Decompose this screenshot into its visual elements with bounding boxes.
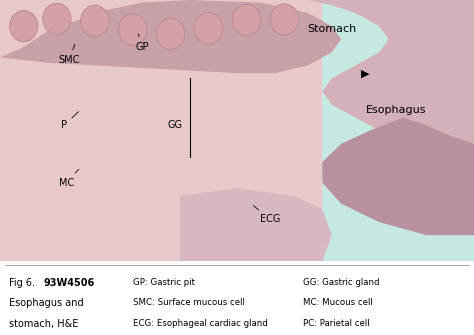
- Text: GG: GG: [168, 120, 183, 130]
- Text: MC: MC: [59, 169, 79, 188]
- Text: MC: Mucous cell: MC: Mucous cell: [303, 298, 373, 307]
- Text: P: P: [61, 112, 79, 130]
- Ellipse shape: [270, 4, 299, 35]
- Text: Esophagus and: Esophagus and: [9, 298, 84, 308]
- Text: SMC: SMC: [58, 45, 80, 65]
- Text: PC: Parietal cell: PC: Parietal cell: [303, 319, 370, 328]
- Polygon shape: [0, 0, 341, 73]
- Polygon shape: [322, 118, 474, 235]
- Text: Stomach: Stomach: [307, 24, 356, 34]
- Polygon shape: [180, 188, 332, 261]
- Text: GG: Gastric gland: GG: Gastric gland: [303, 277, 380, 286]
- Text: 93W4506: 93W4506: [44, 277, 95, 287]
- Ellipse shape: [194, 13, 223, 44]
- Ellipse shape: [232, 4, 261, 36]
- Text: GP: GP: [136, 34, 149, 52]
- FancyBboxPatch shape: [0, 0, 474, 261]
- FancyBboxPatch shape: [0, 0, 322, 261]
- Ellipse shape: [81, 5, 109, 37]
- Text: SMC: Surface mucous cell: SMC: Surface mucous cell: [133, 298, 245, 307]
- Text: ECG: ECG: [254, 206, 280, 224]
- Text: ▶: ▶: [361, 68, 369, 78]
- Ellipse shape: [9, 10, 38, 42]
- Text: ECG: Esophageal cardiac gland: ECG: Esophageal cardiac gland: [133, 319, 267, 328]
- Ellipse shape: [156, 18, 185, 50]
- Text: Fig 6.: Fig 6.: [9, 277, 38, 287]
- Text: Esophagus: Esophagus: [365, 105, 426, 115]
- Ellipse shape: [118, 14, 147, 45]
- Text: stomach, H&E: stomach, H&E: [9, 319, 79, 329]
- Ellipse shape: [43, 3, 71, 35]
- Polygon shape: [308, 0, 474, 170]
- Text: GP: Gastric pit: GP: Gastric pit: [133, 277, 195, 286]
